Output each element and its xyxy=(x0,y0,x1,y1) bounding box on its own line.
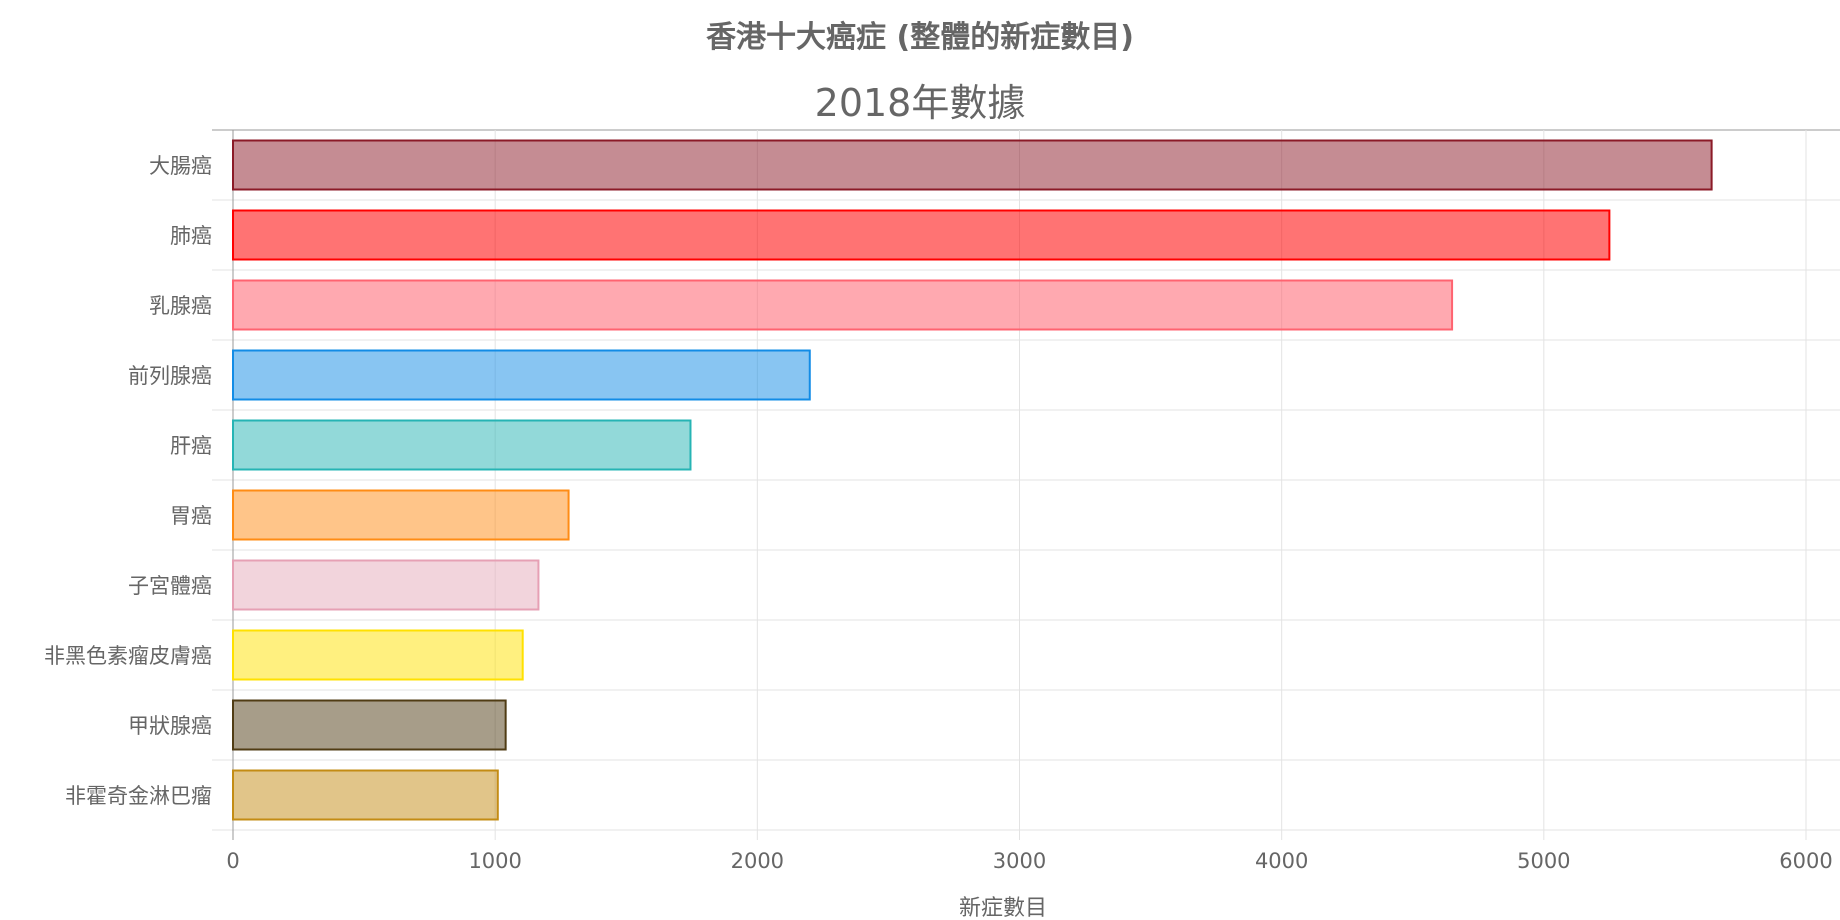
x-tick-label: 3000 xyxy=(993,849,1046,873)
label-layer: 0 1000 2000 3000 4000 5000 6000 大腸癌肺癌乳腺癌前列腺癌肝癌胃… xyxy=(44,154,1833,873)
chart-subtitle: 2018年數據 xyxy=(815,81,1026,125)
x-tick-label: 1000 xyxy=(468,849,521,873)
chart-title: 香港十大癌症 (整體的新症數目) xyxy=(706,20,1134,55)
bar xyxy=(232,769,499,821)
bar-layer xyxy=(232,139,1713,821)
category-label: 肺癌 xyxy=(170,224,212,248)
bar xyxy=(232,139,1713,191)
category-label: 非霍奇金淋巴瘤 xyxy=(65,784,212,808)
bar xyxy=(232,629,524,681)
x-tick-label: 0 xyxy=(226,849,239,873)
category-label: 肝癌 xyxy=(170,434,212,458)
x-tick-label: 4000 xyxy=(1255,849,1308,873)
category-label: 乳腺癌 xyxy=(149,294,212,318)
x-tick-label: 5000 xyxy=(1517,849,1570,873)
bar xyxy=(232,489,570,541)
bar xyxy=(232,209,1611,261)
category-label: 大腸癌 xyxy=(149,154,212,178)
x-tick-label: 2000 xyxy=(731,849,784,873)
category-label: 甲狀腺癌 xyxy=(128,714,212,738)
bar xyxy=(232,279,1454,331)
category-label: 胃癌 xyxy=(170,504,212,528)
bar xyxy=(232,559,540,611)
x-tick-label: 6000 xyxy=(1779,849,1832,873)
category-label: 非黑色素瘤皮膚癌 xyxy=(44,644,212,668)
bar xyxy=(232,699,507,751)
bar xyxy=(232,349,811,401)
x-axis-title: 新症數目 xyxy=(959,896,1047,920)
bar xyxy=(232,419,692,471)
category-label: 前列腺癌 xyxy=(128,364,212,388)
category-label: 子宮體癌 xyxy=(128,574,212,598)
